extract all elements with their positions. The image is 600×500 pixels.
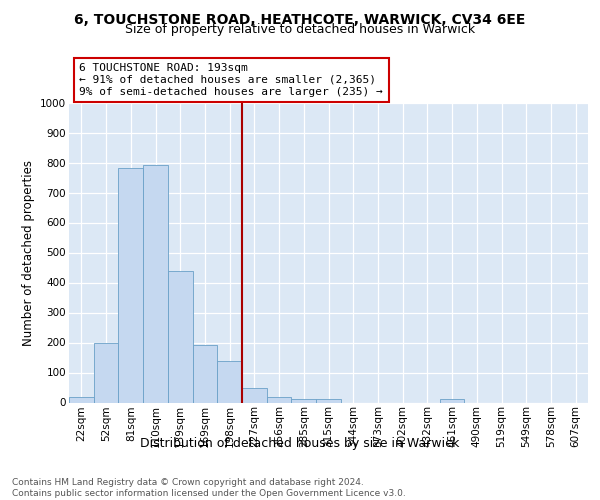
Bar (94, 344, 118, 402)
Text: Contains HM Land Registry data © Crown copyright and database right 2024.
Contai: Contains HM Land Registry data © Crown c… (12, 478, 406, 498)
Bar (118, 168, 143, 402)
Bar (292, 399, 316, 402)
Bar (143, 165, 168, 402)
Text: Distribution of detached houses by size in Warwick: Distribution of detached houses by size … (140, 438, 460, 450)
Bar (69, 397, 94, 402)
Bar (267, 397, 292, 402)
Bar (217, 360, 242, 403)
Bar (440, 399, 464, 402)
Y-axis label: Number of detached properties: Number of detached properties (22, 160, 35, 346)
Text: Size of property relative to detached houses in Warwick: Size of property relative to detached ho… (125, 22, 475, 36)
Bar (316, 399, 341, 402)
Text: 6, TOUCHSTONE ROAD, HEATHCOTE, WARWICK, CV34 6EE: 6, TOUCHSTONE ROAD, HEATHCOTE, WARWICK, … (74, 12, 526, 26)
Text: 6 TOUCHSTONE ROAD: 193sqm
← 91% of detached houses are smaller (2,365)
9% of sem: 6 TOUCHSTONE ROAD: 193sqm ← 91% of detac… (79, 64, 383, 96)
Bar (242, 388, 267, 402)
Bar (168, 272, 193, 402)
Bar (193, 344, 217, 403)
